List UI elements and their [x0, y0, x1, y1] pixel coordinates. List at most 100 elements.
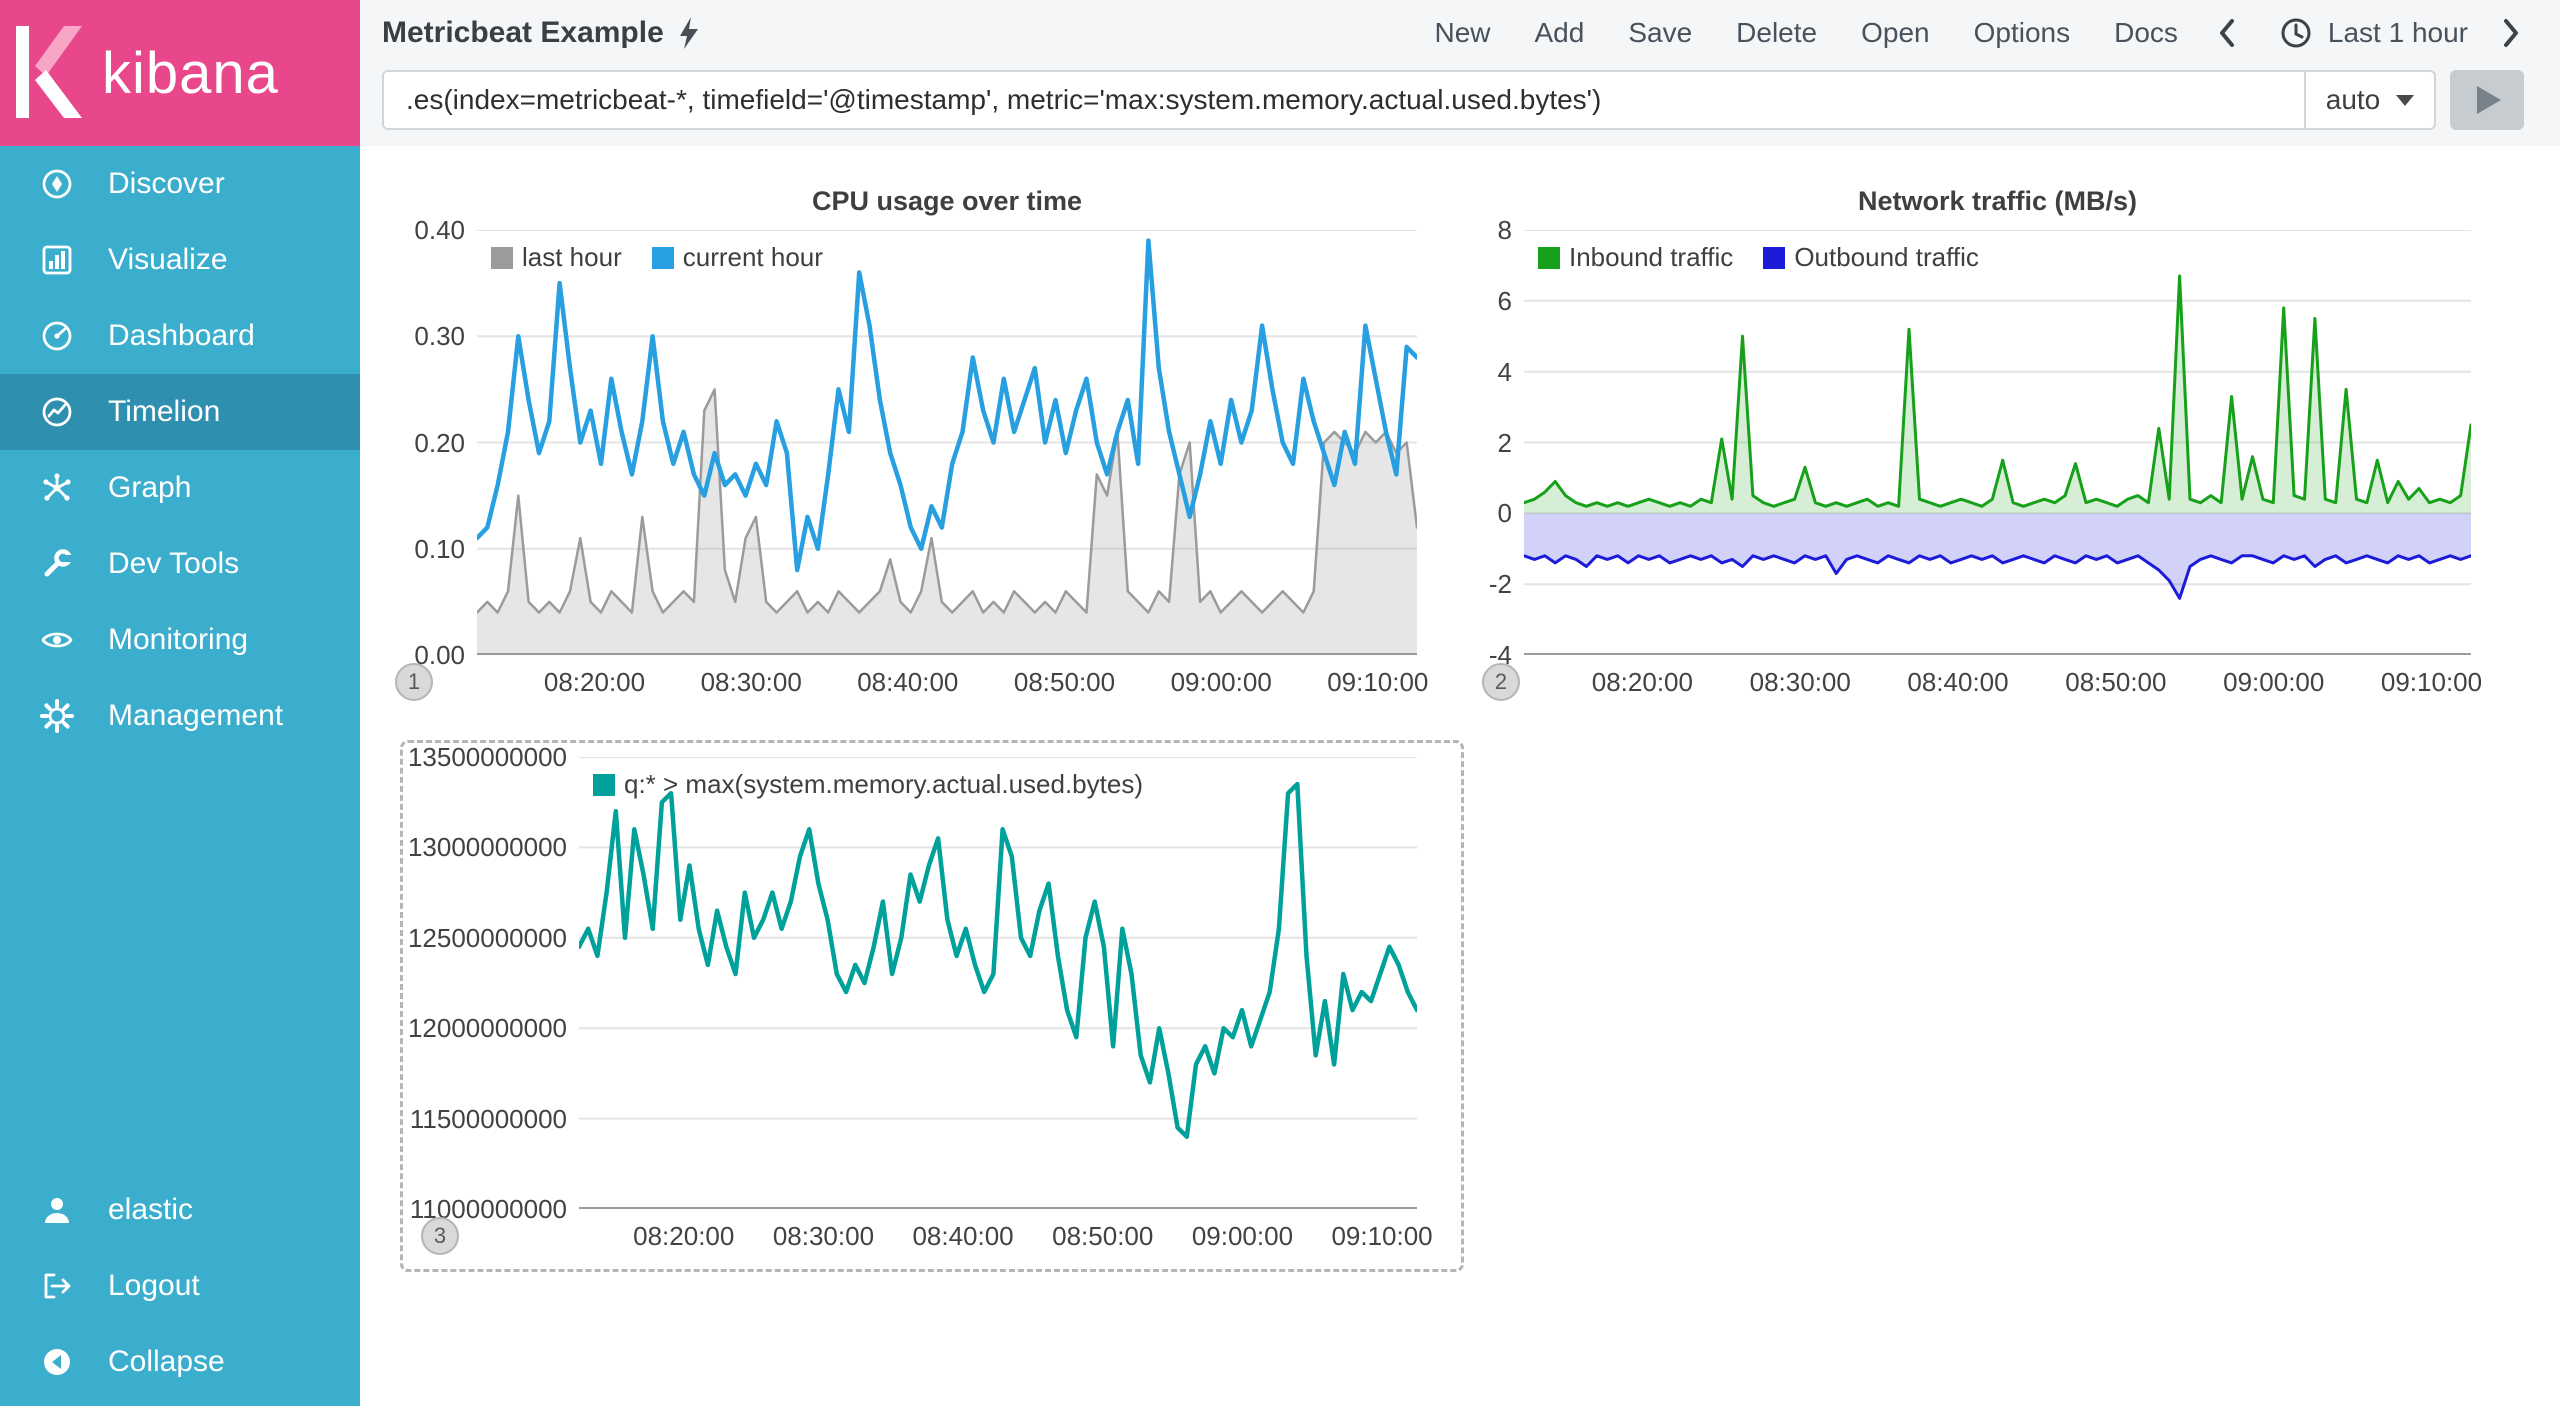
chart-legend: last hour current hour — [491, 242, 823, 273]
sidebar-item-label: Management — [108, 699, 284, 732]
x-axis-label: 09:00:00 — [1170, 667, 1272, 697]
y-axis: 8 6 4 2 0 -2 -4 — [1464, 215, 1524, 670]
visualize-icon — [38, 241, 76, 279]
y-axis-label: 12500000000 — [407, 922, 567, 953]
timepicker-label: Last 1 hour — [2327, 17, 2468, 48]
legend-item: Inbound traffic — [1538, 242, 1733, 273]
y-axis-label: 13500000000 — [407, 742, 567, 772]
sidebar-item-management[interactable]: Management — [0, 678, 360, 754]
y-axis-label: 4 — [1497, 356, 1512, 387]
sidebar-item-label: Discover — [108, 167, 225, 200]
clock-icon — [2280, 17, 2312, 49]
header-band: Metricbeat Example New Add Save Delete Open O… — [360, 0, 2560, 146]
x-axis-label: 08:50:00 — [1013, 667, 1116, 697]
chart-body: 8 6 4 2 0 -2 -4 Inbound traffic Outbound traffi… — [1464, 215, 2471, 670]
plot-area: last hour current hour — [477, 230, 1417, 655]
x-axis-label: 08:30:00 — [1749, 667, 1851, 697]
legend-swatch — [1763, 246, 1786, 269]
topmenu-save[interactable]: Save — [1628, 17, 1693, 48]
kibana-logo-icon — [0, 0, 96, 146]
query-box: auto — [382, 70, 2436, 130]
sidebar-item-label: Collapse — [108, 1345, 225, 1378]
page-title: Metricbeat Example — [382, 16, 700, 50]
y-axis-label: -4 — [1488, 640, 1512, 670]
topmenu-docs[interactable]: Docs — [2114, 17, 2178, 48]
sidebar-item-visualize[interactable]: Visualize — [0, 222, 360, 298]
sidebar-item-collapse[interactable]: Collapse — [0, 1324, 360, 1400]
x-axis: 1 08:20:00 08:30:00 08:40:00 08:50:00 09:00:… — [377, 663, 1429, 713]
lightning-bolt-icon — [678, 17, 700, 49]
x-axis-label: 09:10:00 — [1331, 1221, 1433, 1251]
y-axis-label: -2 — [1488, 569, 1512, 600]
x-axis-labels: 08:20:00 08:30:00 08:40:00 08:50:00 09:00:00… — [477, 663, 1429, 713]
sidebar-item-graph[interactable]: Graph — [0, 450, 360, 526]
topmenu-options[interactable]: Options — [1973, 17, 2071, 48]
timelion-sheet: CPU usage over time 0.40 0.30 0.20 0.10 0.00… — [360, 146, 2560, 1406]
chart-canvas — [477, 230, 1417, 655]
kibana-logo-text: kibana — [102, 40, 279, 106]
eye-icon — [38, 621, 76, 659]
plot-area: q:* > max(system.memory.actual.used.byte… — [579, 757, 1417, 1209]
chart-title: CPU usage over time — [811, 186, 1083, 216]
y-axis: 0.40 0.30 0.20 0.10 0.00 — [377, 215, 477, 670]
x-axis-label: 08:40:00 — [1907, 667, 2009, 697]
chart-title: Network traffic (MB/s) — [1857, 186, 2138, 216]
time-forward-chevron-icon[interactable] — [2502, 18, 2524, 48]
timelion-icon — [38, 393, 76, 431]
sidebar-item-label: Dashboard — [108, 319, 255, 352]
legend-label: current hour — [682, 242, 823, 272]
legend-item: current hour — [651, 242, 823, 273]
x-axis-label: 09:00:00 — [1191, 1221, 1294, 1251]
y-axis-label: 8 — [1497, 215, 1512, 245]
sidebar-item-timelion[interactable]: Timelion — [0, 374, 360, 450]
sidebar-item-discover[interactable]: Discover — [0, 146, 360, 222]
topmenu-add[interactable]: Add — [1534, 17, 1585, 48]
y-axis-label: 13000000000 — [407, 832, 567, 863]
dashboard-icon — [38, 317, 76, 355]
chart-panel-network-traffic[interactable]: Network traffic (MB/s) 8 6 4 2 0 -2 -4 Inbound… — [1464, 182, 2482, 713]
x-axis-label: 08:30:00 — [700, 667, 802, 697]
legend-swatch — [491, 246, 513, 269]
sidebar-spacer — [0, 754, 360, 1172]
time-back-chevron-icon[interactable] — [2218, 18, 2240, 48]
chart-panel-cpu-usage[interactable]: CPU usage over time 0.40 0.30 0.20 0.10 0.00… — [377, 182, 1429, 713]
user-icon — [38, 1191, 76, 1229]
y-axis-label: 11500000000 — [409, 1103, 567, 1134]
y-axis-label: 2 — [1497, 427, 1512, 458]
topmenu-open[interactable]: Open — [1861, 17, 1930, 48]
topmenu-delete[interactable]: Delete — [1736, 17, 1818, 48]
sidebar-item-monitoring[interactable]: Monitoring — [0, 602, 360, 678]
topmenu-new[interactable]: New — [1434, 17, 1491, 48]
legend-item: q:* > max(system.memory.actual.used.byte… — [593, 769, 1143, 800]
run-query-button[interactable] — [2450, 70, 2524, 130]
sidebar-item-label: elastic — [108, 1193, 194, 1226]
interval-select[interactable]: auto — [2304, 72, 2434, 128]
x-axis-label: 09:10:00 — [2380, 667, 2483, 697]
sidebar-item-elastic[interactable]: elastic — [0, 1172, 360, 1248]
topbar: Metricbeat Example New Add Save Delete Open O… — [360, 0, 2560, 66]
timepicker[interactable]: Last 1 hour — [2280, 17, 2468, 49]
chart-body: 0.40 0.30 0.20 0.10 0.00 last hour current ho… — [377, 215, 1417, 670]
sidebar-item-label: Visualize — [108, 243, 228, 276]
y-axis: 13500000000 13000000000 12500000000 1200000… — [403, 742, 579, 1224]
topbar-menu: New Add Save Delete Open Options Docs Last 1 h… — [1434, 17, 2524, 49]
x-axis-labels: 08:20:00 08:30:00 08:40:00 08:50:00 09:00:00… — [579, 1217, 1433, 1267]
legend-label: Inbound traffic — [1569, 242, 1734, 272]
legend-item: last hour — [491, 242, 622, 273]
chevron-down-icon — [2396, 94, 2415, 106]
chart-panel-memory-selected[interactable]: 13500000000 13000000000 12500000000 1200000… — [400, 740, 1464, 1272]
main-area: Metricbeat Example New Add Save Delete Open O… — [360, 0, 2560, 1406]
y-axis-label: 0 — [1497, 498, 1512, 529]
sidebar-item-logout[interactable]: Logout — [0, 1248, 360, 1324]
chart-body: 13500000000 13000000000 12500000000 1200000… — [403, 742, 1417, 1224]
chart-index-badge: 3 — [421, 1217, 459, 1255]
x-axis-label: 08:40:00 — [912, 1221, 1014, 1251]
kibana-logo[interactable]: kibana — [0, 0, 360, 146]
legend-swatch — [593, 773, 615, 796]
timelion-expression-input[interactable] — [384, 72, 2304, 128]
sidebar-item-dashboard[interactable]: Dashboard — [0, 298, 360, 374]
x-axis-label: 08:50:00 — [1052, 1221, 1154, 1251]
sidebar-item-dev-tools[interactable]: Dev Tools — [0, 526, 360, 602]
x-axis-label: 08:20:00 — [543, 667, 646, 697]
